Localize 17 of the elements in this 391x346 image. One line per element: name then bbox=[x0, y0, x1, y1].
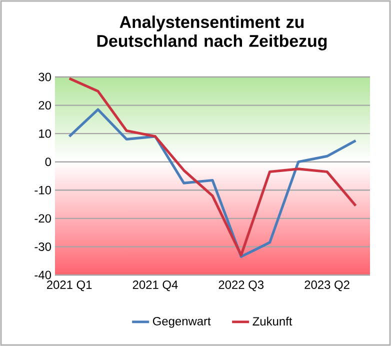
x-tick-label: 2022 Q3 bbox=[218, 280, 264, 292]
x-tick-label: 2021 Q4 bbox=[132, 280, 178, 292]
y-tick-label: -10 bbox=[34, 186, 52, 194]
y-tick-label: -20 bbox=[34, 214, 52, 223]
line-series bbox=[68, 108, 357, 258]
y-tick-label: 30 bbox=[38, 72, 52, 82]
y-tick-label: 20 bbox=[38, 101, 52, 110]
legend-label: Gegenwart bbox=[152, 316, 211, 328]
y-tick-label: -40 bbox=[34, 270, 52, 280]
y-tick-label: -30 bbox=[34, 242, 52, 251]
x-tick-label: 2021 Q1 bbox=[46, 280, 92, 292]
chart-title: Analystensentiment zu Deutschland nach Zeitbezug bbox=[97, 16, 327, 50]
legend-label: Zukunft bbox=[252, 316, 292, 326]
y-tick-label: 0 bbox=[45, 158, 52, 166]
line-series bbox=[68, 77, 357, 256]
y-tick-label: 10 bbox=[39, 129, 52, 138]
x-tick-label: 2023 Q2 bbox=[304, 280, 350, 292]
